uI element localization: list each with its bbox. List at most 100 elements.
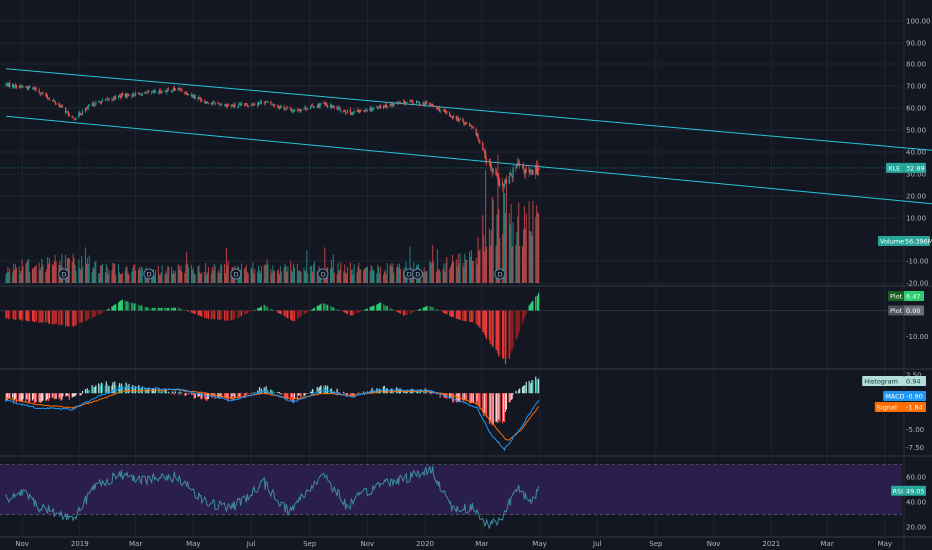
candle[interactable]: [108, 97, 110, 101]
candle[interactable]: [91, 102, 93, 106]
candle[interactable]: [379, 104, 381, 109]
candle[interactable]: [423, 101, 425, 107]
candle[interactable]: [12, 83, 14, 89]
candle[interactable]: [402, 99, 404, 104]
candle[interactable]: [303, 108, 305, 111]
candle[interactable]: [499, 178, 501, 189]
candle[interactable]: [284, 108, 286, 111]
candle[interactable]: [66, 110, 69, 113]
candle[interactable]: [398, 100, 401, 104]
candle[interactable]: [536, 159, 538, 175]
candle[interactable]: [445, 109, 447, 115]
candle[interactable]: [422, 101, 424, 106]
candle[interactable]: [212, 100, 214, 105]
candle[interactable]: [280, 105, 282, 109]
candle[interactable]: [84, 108, 87, 113]
candle[interactable]: [419, 103, 421, 107]
candle[interactable]: [293, 108, 296, 113]
candle[interactable]: [137, 92, 140, 95]
candle[interactable]: [164, 90, 166, 92]
candle[interactable]: [505, 175, 508, 188]
candle[interactable]: [410, 99, 412, 103]
dividend-marker[interactable]: D: [230, 268, 242, 280]
candle[interactable]: [343, 109, 345, 114]
candle[interactable]: [386, 105, 388, 110]
candle[interactable]: [313, 106, 315, 108]
candle[interactable]: [78, 111, 80, 118]
candle[interactable]: [38, 87, 40, 94]
candle[interactable]: [187, 93, 190, 96]
candle[interactable]: [147, 89, 149, 94]
candle[interactable]: [304, 105, 306, 110]
candle[interactable]: [225, 103, 228, 109]
candle[interactable]: [18, 85, 20, 89]
candle[interactable]: [455, 115, 457, 122]
candle[interactable]: [492, 168, 494, 175]
candle[interactable]: [217, 101, 219, 105]
candle[interactable]: [397, 100, 400, 105]
candle[interactable]: [415, 99, 418, 106]
candle[interactable]: [324, 101, 326, 107]
candle[interactable]: [6, 81, 8, 87]
candle[interactable]: [35, 86, 37, 91]
candle[interactable]: [517, 157, 519, 167]
dividend-marker[interactable]: D: [494, 268, 506, 280]
candle[interactable]: [12, 83, 15, 89]
candle[interactable]: [372, 107, 374, 112]
candle[interactable]: [172, 86, 175, 92]
candle[interactable]: [336, 105, 338, 110]
candle[interactable]: [523, 169, 526, 178]
candle[interactable]: [297, 108, 299, 112]
candle[interactable]: [197, 96, 199, 102]
candle[interactable]: [237, 106, 239, 109]
candle[interactable]: [204, 99, 206, 104]
candle[interactable]: [82, 109, 84, 116]
candle[interactable]: [218, 101, 220, 104]
candle[interactable]: [100, 100, 103, 105]
candle[interactable]: [42, 90, 44, 96]
candle[interactable]: [127, 93, 129, 96]
candle[interactable]: [27, 85, 29, 91]
candle[interactable]: [292, 109, 294, 114]
candle[interactable]: [138, 92, 140, 97]
candle[interactable]: [403, 99, 405, 106]
candle[interactable]: [502, 177, 504, 192]
candle[interactable]: [424, 101, 426, 107]
candle[interactable]: [126, 92, 128, 99]
candle[interactable]: [146, 91, 148, 95]
candle[interactable]: [525, 165, 527, 173]
candle[interactable]: [139, 93, 141, 94]
candle[interactable]: [503, 179, 506, 189]
candle[interactable]: [298, 108, 300, 114]
candle[interactable]: [279, 104, 281, 109]
candle[interactable]: [391, 101, 393, 108]
candle[interactable]: [28, 85, 30, 91]
price-pane[interactable]: [0, 68, 932, 206]
candle[interactable]: [397, 101, 399, 105]
candle[interactable]: [431, 103, 433, 106]
candle[interactable]: [153, 88, 156, 94]
candle[interactable]: [29, 85, 31, 88]
candle[interactable]: [459, 116, 461, 120]
candle[interactable]: [257, 102, 259, 108]
candle[interactable]: [168, 86, 170, 92]
candle[interactable]: [152, 89, 155, 94]
candle[interactable]: [326, 102, 328, 107]
candle[interactable]: [452, 114, 455, 119]
candle[interactable]: [34, 86, 36, 92]
candle[interactable]: [363, 110, 366, 114]
candle[interactable]: [475, 127, 477, 136]
candle[interactable]: [26, 85, 28, 89]
candle[interactable]: [451, 115, 454, 121]
candle[interactable]: [5, 82, 7, 88]
candle[interactable]: [238, 102, 240, 109]
rsi-pane[interactable]: [0, 464, 902, 529]
candle[interactable]: [180, 88, 182, 91]
candle[interactable]: [508, 173, 510, 185]
candle[interactable]: [306, 108, 308, 111]
candle[interactable]: [191, 94, 193, 98]
candle[interactable]: [344, 109, 346, 113]
candle[interactable]: [124, 93, 126, 99]
candle[interactable]: [364, 108, 367, 113]
